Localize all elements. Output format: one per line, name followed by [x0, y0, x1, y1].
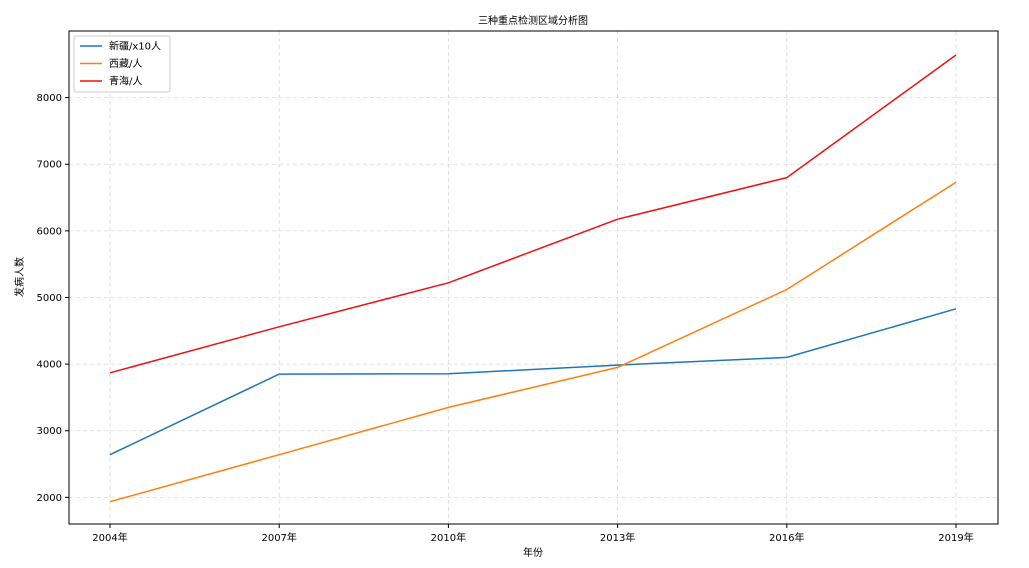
x-tick-label: 2010年: [431, 531, 466, 544]
y-tick-label: 5000: [37, 293, 62, 304]
y-tick-label: 4000: [37, 360, 62, 371]
y-axis-ticks: 2000 3000 4000 5000 6000 7000 8000: [37, 93, 69, 504]
grid: [69, 31, 998, 524]
x-tick-label: 2019年: [938, 531, 973, 544]
y-tick-label: 6000: [37, 226, 62, 237]
series-lines: [109, 54, 957, 503]
y-tick-label: 2000: [37, 493, 62, 504]
series-line-2: [109, 181, 957, 503]
x-tick-label: 2013年: [600, 531, 635, 544]
x-axis-title: 年份: [523, 546, 543, 559]
x-tick-label: 2004年: [92, 531, 127, 544]
legend-label: 青海/人: [109, 75, 142, 88]
series-line-1: [109, 308, 957, 456]
y-tick-label: 3000: [37, 426, 62, 437]
legend-box: [73, 35, 171, 93]
x-tick-label: 2007年: [261, 531, 296, 544]
x-tick-label: 2016年: [769, 531, 804, 544]
y-tick-label: 7000: [37, 160, 62, 171]
legend-label: 新疆/x10人: [109, 40, 161, 53]
chart-title: 三种重点检测区域分析图: [478, 14, 588, 27]
legend-label: 西藏/人: [109, 58, 142, 70]
y-axis-title: 发病人数: [13, 257, 26, 297]
plot-frame: [68, 30, 999, 525]
x-axis-ticks: 2004年 2007年 2010年 2013年 2016年 2019年: [92, 524, 974, 544]
series-line-3: [109, 54, 957, 374]
y-tick-label: 8000: [37, 93, 62, 104]
